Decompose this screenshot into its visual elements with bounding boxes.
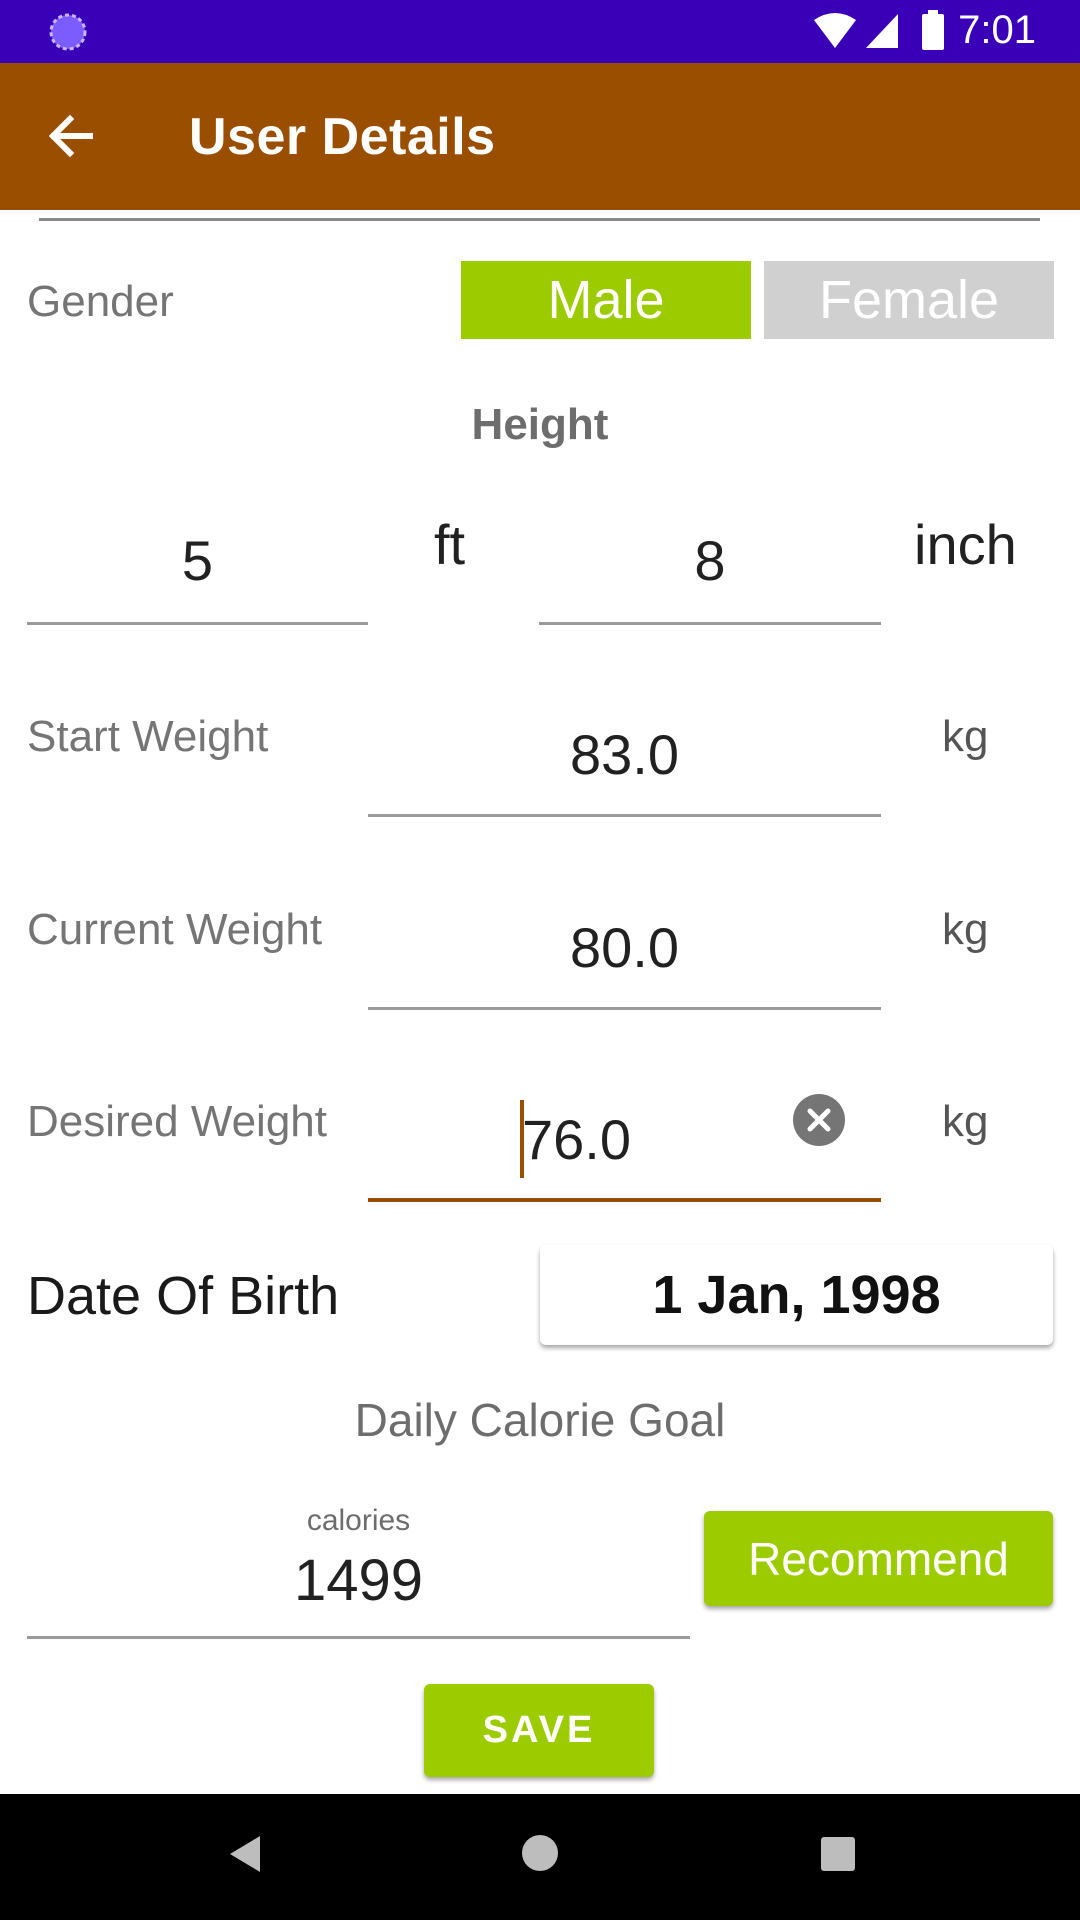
recommend-button[interactable]: Recommend xyxy=(704,1511,1053,1606)
dob-label: Date Of Birth xyxy=(27,1266,340,1326)
gender-male-button[interactable]: Male xyxy=(461,261,751,339)
start-weight-input[interactable]: 83.0 xyxy=(570,723,679,786)
calorie-underline xyxy=(27,1636,690,1639)
home-circle-icon[interactable] xyxy=(519,1832,561,1874)
page-title: User Details xyxy=(189,108,496,166)
height-heading: Height xyxy=(471,400,609,449)
calorie-input[interactable]: 1499 xyxy=(293,1548,424,1613)
height-feet-underline xyxy=(27,622,368,625)
battery-icon xyxy=(922,10,944,50)
status-time: 7:01 xyxy=(958,8,1036,52)
current-weight-label: Current Weight xyxy=(27,905,323,954)
wifi-icon xyxy=(814,13,856,48)
recents-square-icon[interactable] xyxy=(818,1834,858,1874)
clear-icon[interactable] xyxy=(793,1094,845,1146)
signal-icon xyxy=(866,14,898,48)
height-feet-input[interactable]: 5 xyxy=(181,529,214,592)
height-inch-input[interactable]: 8 xyxy=(694,529,726,592)
app-bar: User Details xyxy=(0,63,1080,210)
current-weight-unit: kg xyxy=(942,905,989,954)
navigation-bar xyxy=(0,1794,1080,1920)
current-weight-input[interactable]: 80.0 xyxy=(570,916,679,979)
start-weight-label: Start Weight xyxy=(27,712,269,761)
calorie-hint: calories xyxy=(306,1504,411,1537)
current-weight-underline xyxy=(368,1007,881,1010)
save-button[interactable]: SAVE xyxy=(424,1684,654,1777)
desired-weight-label: Desired Weight xyxy=(27,1097,327,1146)
divider xyxy=(39,218,1040,221)
gender-label: Gender xyxy=(27,277,174,326)
height-inch-underline xyxy=(539,622,881,625)
text-cursor xyxy=(520,1100,524,1178)
arrow-back-icon[interactable] xyxy=(38,101,108,171)
desired-weight-unit: kg xyxy=(942,1097,989,1146)
start-weight-unit: kg xyxy=(942,712,989,761)
start-weight-underline xyxy=(368,814,881,817)
gender-female-button[interactable]: Female xyxy=(764,261,1054,339)
desired-weight-underline xyxy=(368,1198,881,1202)
calorie-heading: Daily Calorie Goal xyxy=(354,1394,726,1446)
loading-icon xyxy=(49,13,87,51)
inch-unit: inch xyxy=(914,513,1017,576)
feet-unit: ft xyxy=(434,513,466,576)
back-triangle-icon[interactable] xyxy=(224,1832,264,1876)
desired-weight-input[interactable]: 76.0 xyxy=(522,1108,631,1171)
status-bar: 7:01 xyxy=(0,0,1080,63)
dob-picker-button[interactable]: 1 Jan, 1998 xyxy=(540,1245,1053,1345)
